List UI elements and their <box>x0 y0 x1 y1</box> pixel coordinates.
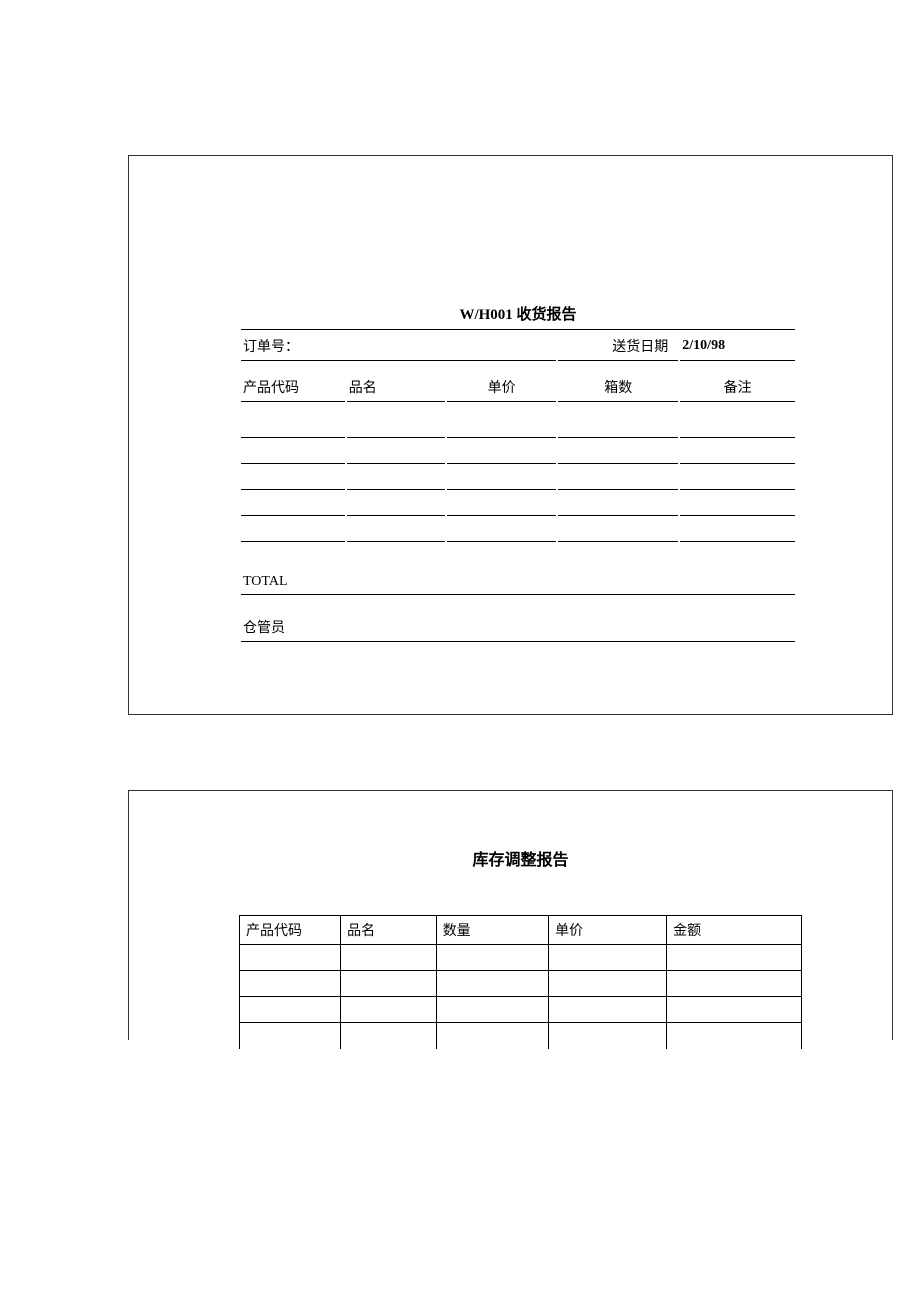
table-row <box>241 440 795 464</box>
column-header-row: 产品代码 品名 数量 单价 金额 <box>240 916 802 945</box>
report2-title: 库存调整报告 <box>239 846 802 870</box>
receiving-report-box: W/H001 收货报告 订单号： 送货日期 2/10/98 产品代码 品名 单价… <box>128 155 893 715</box>
table-row <box>240 1023 802 1049</box>
col-product-code: 产品代码 <box>241 373 345 402</box>
delivery-date-label: 送货日期 <box>558 332 678 361</box>
keeper-label: 仓管员 <box>241 613 795 642</box>
col-unit-price: 单价 <box>549 916 667 945</box>
col-quantity: 数量 <box>436 916 548 945</box>
column-header-row: 产品代码 品名 单价 箱数 备注 <box>241 373 795 402</box>
col-amount: 金额 <box>667 916 802 945</box>
delivery-date-value: 2/10/98 <box>680 332 795 361</box>
inventory-adjustment-table: 产品代码 品名 数量 单价 金额 <box>239 915 802 1049</box>
order-info-row: 订单号： 送货日期 2/10/98 <box>241 332 795 361</box>
inventory-adjustment-box: 库存调整报告 产品代码 品名 数量 单价 金额 <box>128 790 893 1040</box>
table-row <box>240 997 802 1023</box>
table-row <box>240 971 802 997</box>
keeper-row: 仓管员 <box>241 613 795 642</box>
col-boxes: 箱数 <box>558 373 678 402</box>
report1-title-row: W/H001 收货报告 <box>241 303 795 326</box>
title-underline <box>241 328 795 330</box>
table-row <box>241 414 795 438</box>
table-row <box>241 492 795 516</box>
total-label: TOTAL <box>241 570 795 595</box>
col-unit-price: 单价 <box>447 373 556 402</box>
spacer <box>241 363 795 371</box>
gap-row <box>241 544 795 568</box>
spacer <box>241 404 795 412</box>
table-row <box>241 466 795 490</box>
total-row: TOTAL <box>241 570 795 595</box>
col-remark: 备注 <box>680 373 795 402</box>
col-product-name: 品名 <box>347 373 445 402</box>
col-product-code: 产品代码 <box>240 916 341 945</box>
report1-title: W/H001 收货报告 <box>241 303 795 326</box>
col-product-name: 品名 <box>341 916 437 945</box>
gap-row <box>241 597 795 611</box>
receiving-report-table: W/H001 收货报告 订单号： 送货日期 2/10/98 产品代码 品名 单价… <box>239 301 797 644</box>
table-row <box>241 518 795 542</box>
order-number-label: 订单号： <box>241 332 556 361</box>
table-row <box>240 945 802 971</box>
page-container: W/H001 收货报告 订单号： 送货日期 2/10/98 产品代码 品名 单价… <box>0 155 920 1040</box>
